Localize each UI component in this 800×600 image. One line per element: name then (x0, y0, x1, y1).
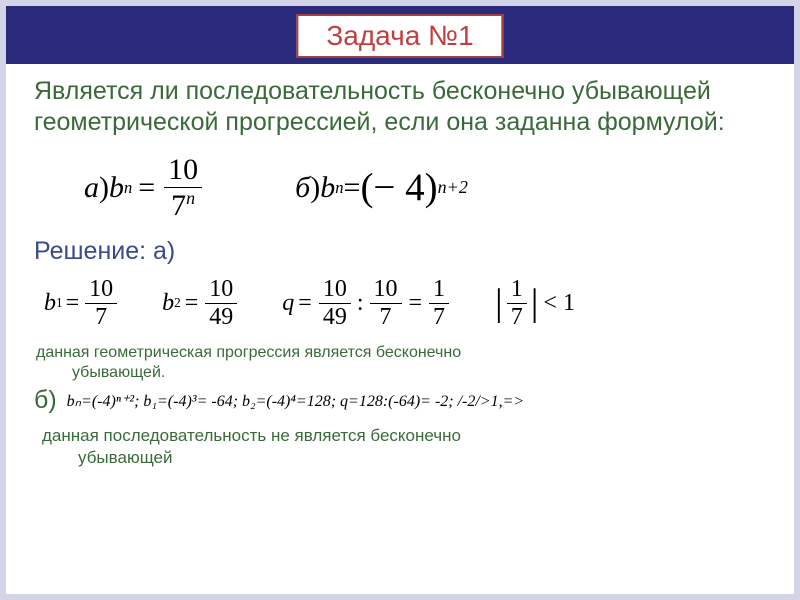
sol-b-text: bₙ=(-4)ⁿ⁺²; b₁=(-4)³= -64; b₂=(-4)⁴=128;… (67, 391, 525, 411)
formula-a-var: b (109, 171, 124, 205)
formula-a-label: а (84, 171, 99, 205)
sol-a-abs: | 17 | < 1 (494, 276, 575, 331)
solution-label: Решение: а) (34, 237, 766, 266)
sol-a-q: q = 1049 : 107 = 17 (282, 276, 452, 331)
sol-a-b2: b2 = 1049 (162, 276, 240, 331)
conclusion-a: данная геометрическая прогрессия являетс… (36, 343, 766, 385)
formula-b: б) bn = (− 4)n+2 (295, 165, 468, 210)
solution-a-row: b1 = 107 b2 = 1049 q = 1049 : 107 = 17 |… (44, 276, 766, 331)
conclusion-b: данная последовательность не является бе… (42, 425, 766, 469)
part-b-label: б) (34, 386, 57, 415)
formula-row: а) bn = 10 7n б) bn = (− 4)n+2 (84, 153, 766, 223)
slide-frame: Задача №1 Является ли последовательность… (0, 0, 800, 600)
question-text: Является ли последовательность бесконечн… (34, 76, 766, 139)
problem-title: Задача №1 (296, 14, 503, 58)
formula-a: а) bn = 10 7n (84, 153, 205, 223)
part-b-row: б) bₙ=(-4)ⁿ⁺²; b₁=(-4)³= -64; b₂=(-4)⁴=1… (34, 386, 766, 415)
content-area: Является ли последовательность бесконечн… (6, 64, 794, 594)
sol-a-b1: b1 = 107 (44, 276, 120, 331)
formula-b-var: b (320, 171, 335, 205)
formula-b-label: б (295, 171, 310, 205)
